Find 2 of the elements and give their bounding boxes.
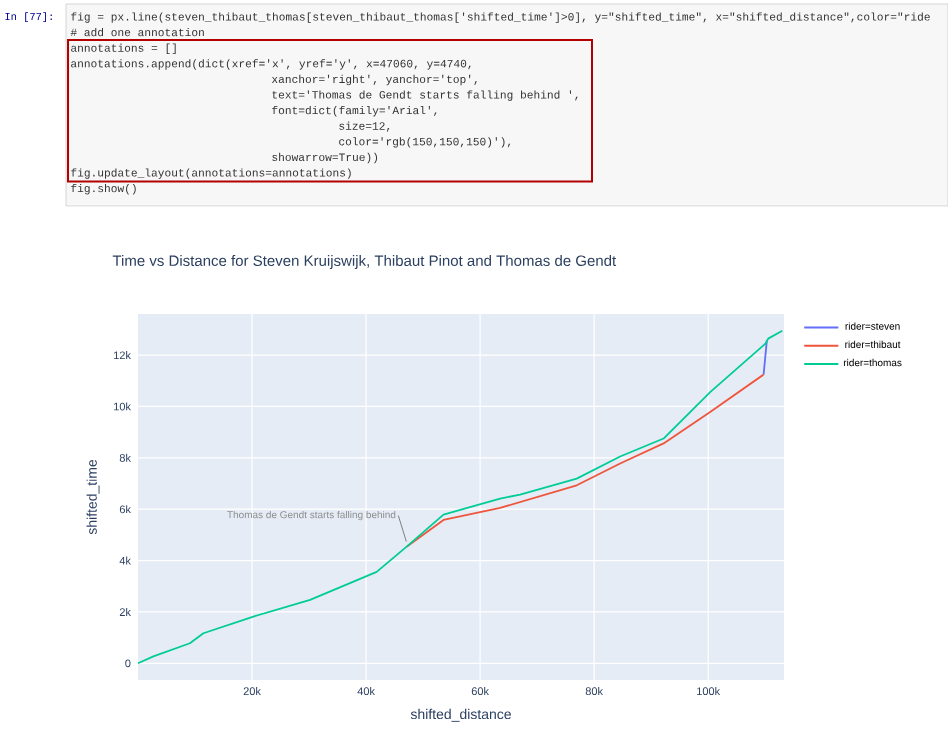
line-series xyxy=(405,373,765,548)
line-series xyxy=(137,329,784,665)
